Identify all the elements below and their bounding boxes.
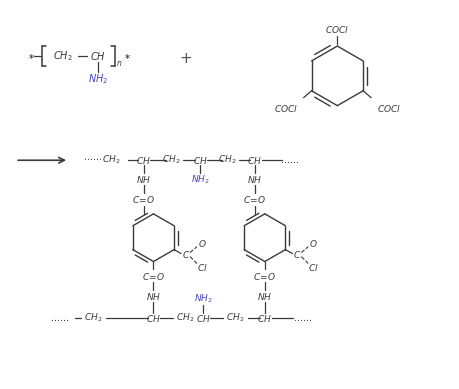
Text: $O$: $O$ (308, 238, 317, 249)
Text: $NH_2$: $NH_2$ (193, 293, 212, 305)
Text: $COCl$: $COCl$ (325, 24, 349, 35)
Text: $\ast$: $\ast$ (27, 51, 35, 61)
Text: $CH$: $CH$ (247, 155, 262, 166)
Text: $CH$: $CH$ (146, 313, 161, 324)
Text: $\cdots\cdots$: $\cdots\cdots$ (280, 156, 298, 165)
Text: $Cl$: $Cl$ (307, 262, 318, 273)
Text: $\cdots\cdots$: $\cdots\cdots$ (50, 314, 68, 322)
Text: $CH_2$: $CH_2$ (217, 154, 236, 166)
Text: $C\!=\!O$: $C\!=\!O$ (252, 271, 276, 282)
Text: $C\!=\!O$: $C\!=\!O$ (243, 194, 266, 205)
Text: $C\!=\!O$: $C\!=\!O$ (141, 271, 165, 282)
Text: $\ast$: $\ast$ (123, 51, 130, 61)
Text: $COCl$: $COCl$ (376, 103, 400, 114)
Text: $CH$: $CH$ (196, 313, 210, 324)
Text: $CH_2$: $CH_2$ (53, 49, 73, 63)
Text: $C$: $C$ (181, 249, 190, 260)
Text: $NH$: $NH$ (246, 173, 262, 185)
Text: $CH_2$: $CH_2$ (84, 312, 102, 324)
Text: $CH$: $CH$ (257, 313, 272, 324)
Text: $C$: $C$ (293, 249, 301, 260)
Text: $CH$: $CH$ (192, 155, 207, 166)
Text: $NH$: $NH$ (146, 291, 161, 302)
Text: $+$: $+$ (178, 52, 191, 66)
Text: $\cdots\cdots$: $\cdots\cdots$ (292, 314, 311, 322)
Text: $NH$: $NH$ (135, 173, 151, 185)
Text: $NH$: $NH$ (257, 291, 272, 302)
Text: $Cl$: $Cl$ (196, 262, 207, 273)
Text: $O$: $O$ (197, 238, 206, 249)
Text: $CH_2$: $CH_2$ (162, 154, 180, 166)
Text: $CH$: $CH$ (90, 50, 106, 62)
Text: $NH_2$: $NH_2$ (88, 72, 108, 86)
Text: $NH_2$: $NH_2$ (190, 174, 209, 186)
Text: $CH_2$: $CH_2$ (225, 312, 244, 324)
Text: $C\!=\!O$: $C\!=\!O$ (132, 194, 155, 205)
Text: $CH$: $CH$ (136, 155, 151, 166)
Text: $COCl$: $COCl$ (273, 103, 297, 114)
Text: $n$: $n$ (115, 60, 122, 68)
Text: $\cdots\cdots\,CH_2$: $\cdots\cdots\,CH_2$ (83, 154, 121, 166)
Text: $CH_2$: $CH_2$ (176, 312, 194, 324)
